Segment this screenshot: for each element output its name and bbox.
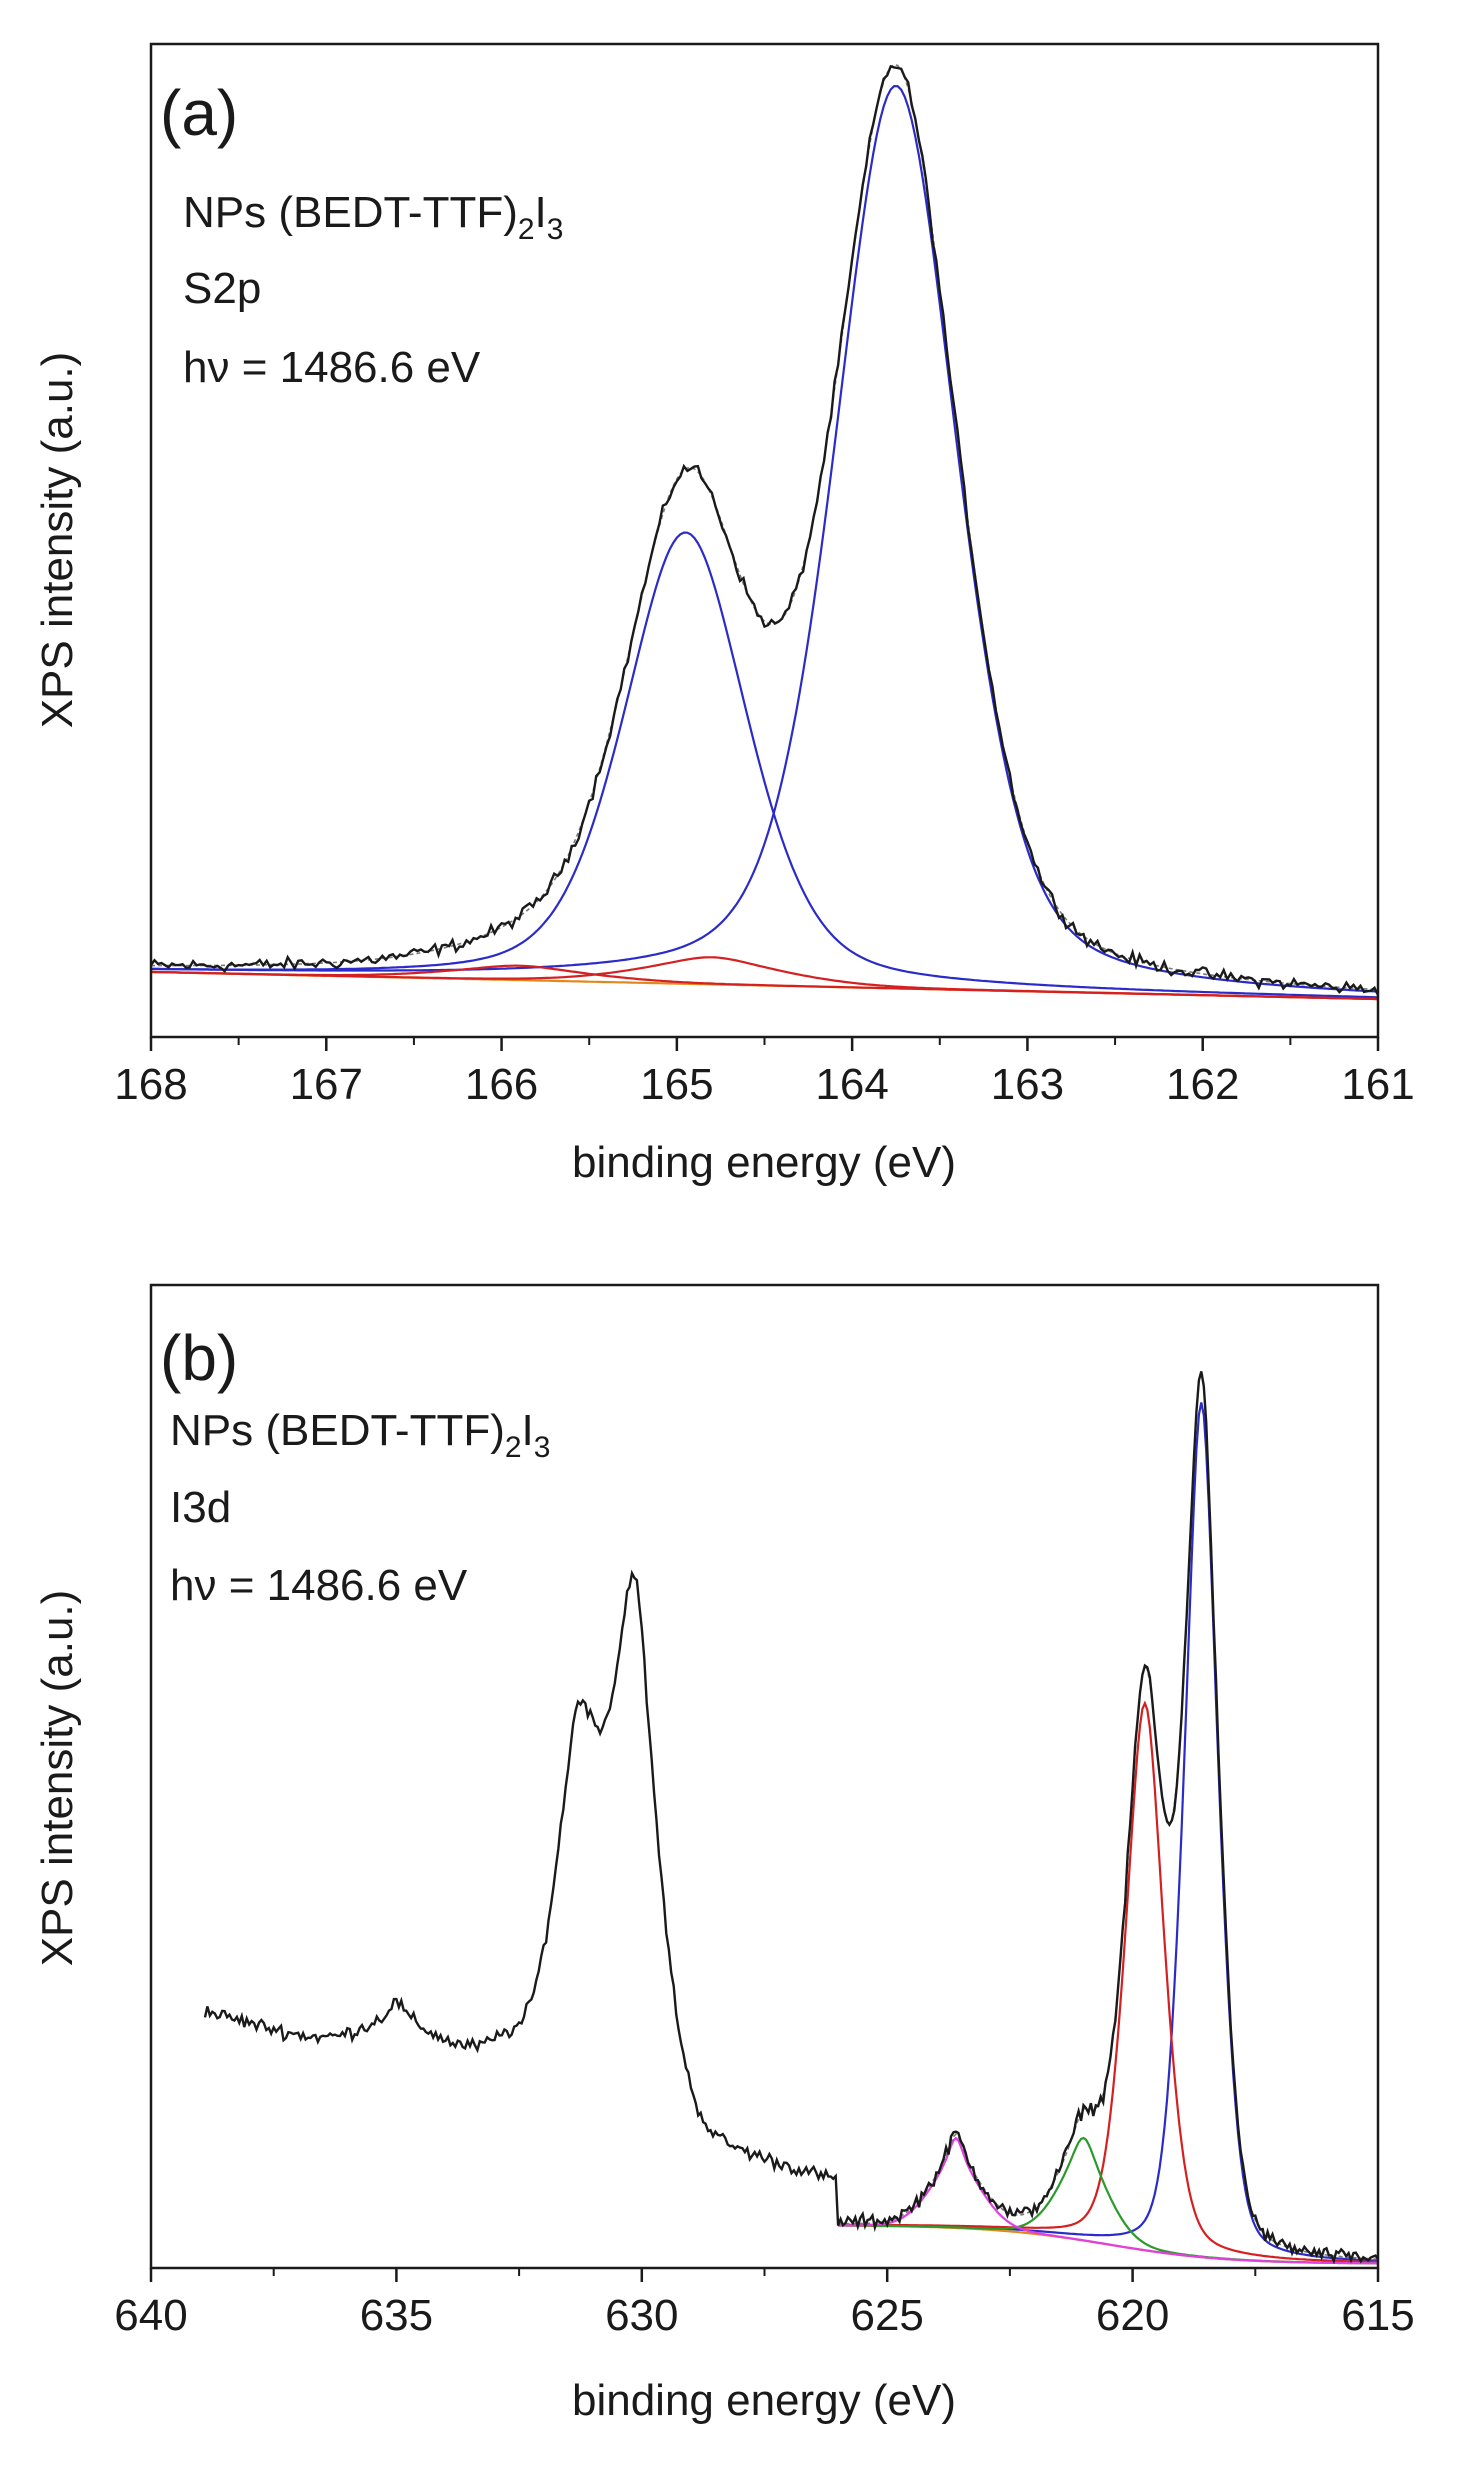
panel-b-core-level-label: I3d: [170, 1483, 231, 1532]
panel-b-x-tick-label-625: 625: [850, 2291, 923, 2340]
panel-a-component-2-curve: [151, 531, 1379, 999]
panel-a-x-tick-label-165: 165: [640, 1060, 713, 1109]
panel-a-x-tick-label-164: 164: [815, 1060, 888, 1109]
panel-a: 168 167 166 165 164 163 162 161 (a) NPs (BEDT-T…: [33, 42, 1415, 1187]
panel-a-x-tick-label-167: 167: [290, 1060, 363, 1109]
panel-b-x-tick-label-620: 620: [1096, 2291, 1169, 2340]
panel-a-x-tick-label-168: 168: [114, 1060, 187, 1109]
panel-b-experimental-data: [203, 1371, 1379, 2265]
panel-b-photon-energy-label: hν = 1486.6 eV: [170, 1561, 468, 1610]
panel-a-core-level-label: S2p: [183, 264, 261, 313]
panel-b-x-tick-label-615: 615: [1341, 2291, 1414, 2340]
panel-b-letter: (b): [160, 1322, 238, 1394]
panel-b-x-axis-title: binding energy (eV): [572, 2376, 956, 2425]
panel-a-component-4-curve: [150, 964, 1379, 1001]
panel-a-x-ticks: 168 167 166 165 164 163 162 161: [114, 1037, 1415, 1109]
panel-a-x-tick-label-161: 161: [1341, 1060, 1414, 1109]
panel-a-y-axis-title: XPS intensity (a.u.): [33, 352, 82, 729]
panel-a-x-axis-title: binding energy (eV): [572, 1138, 956, 1187]
panel-a-letter: (a): [160, 77, 238, 149]
panel-a-x-tick-label-162: 162: [1166, 1060, 1239, 1109]
panel-a-curves: [150, 63, 1380, 1001]
panel-b-sample-label: NPs (BEDT-TTF)2I3: [170, 1406, 550, 1464]
panel-b-x-tick-label-635: 635: [360, 2291, 433, 2340]
panel-b: 640 635 630 625 620 615 (b) NPs (BEDT-TTF)2I3…: [33, 1283, 1415, 2425]
panel-b-y-axis-title: XPS intensity (a.u.): [33, 1590, 82, 1967]
panel-b-curves: [203, 1371, 1379, 2265]
panel-a-x-tick-label-166: 166: [465, 1060, 538, 1109]
panel-a-experimental-data: [150, 64, 1380, 996]
panel-b-x-tick-label-640: 640: [114, 2291, 187, 2340]
panel-b-component-4-curve: [838, 2136, 1378, 2265]
panel-a-sample-label: NPs (BEDT-TTF)2I3: [183, 188, 563, 246]
panel-b-x-tick-label-630: 630: [605, 2291, 678, 2340]
panel-b-x-ticks: 640 635 630 625 620 615: [114, 2268, 1415, 2340]
panel-a-x-tick-label-163: 163: [991, 1060, 1064, 1109]
panel-b-component-2-curve: [838, 1700, 1378, 2263]
panel-a-photon-energy-label: hν = 1486.6 eV: [183, 343, 481, 392]
